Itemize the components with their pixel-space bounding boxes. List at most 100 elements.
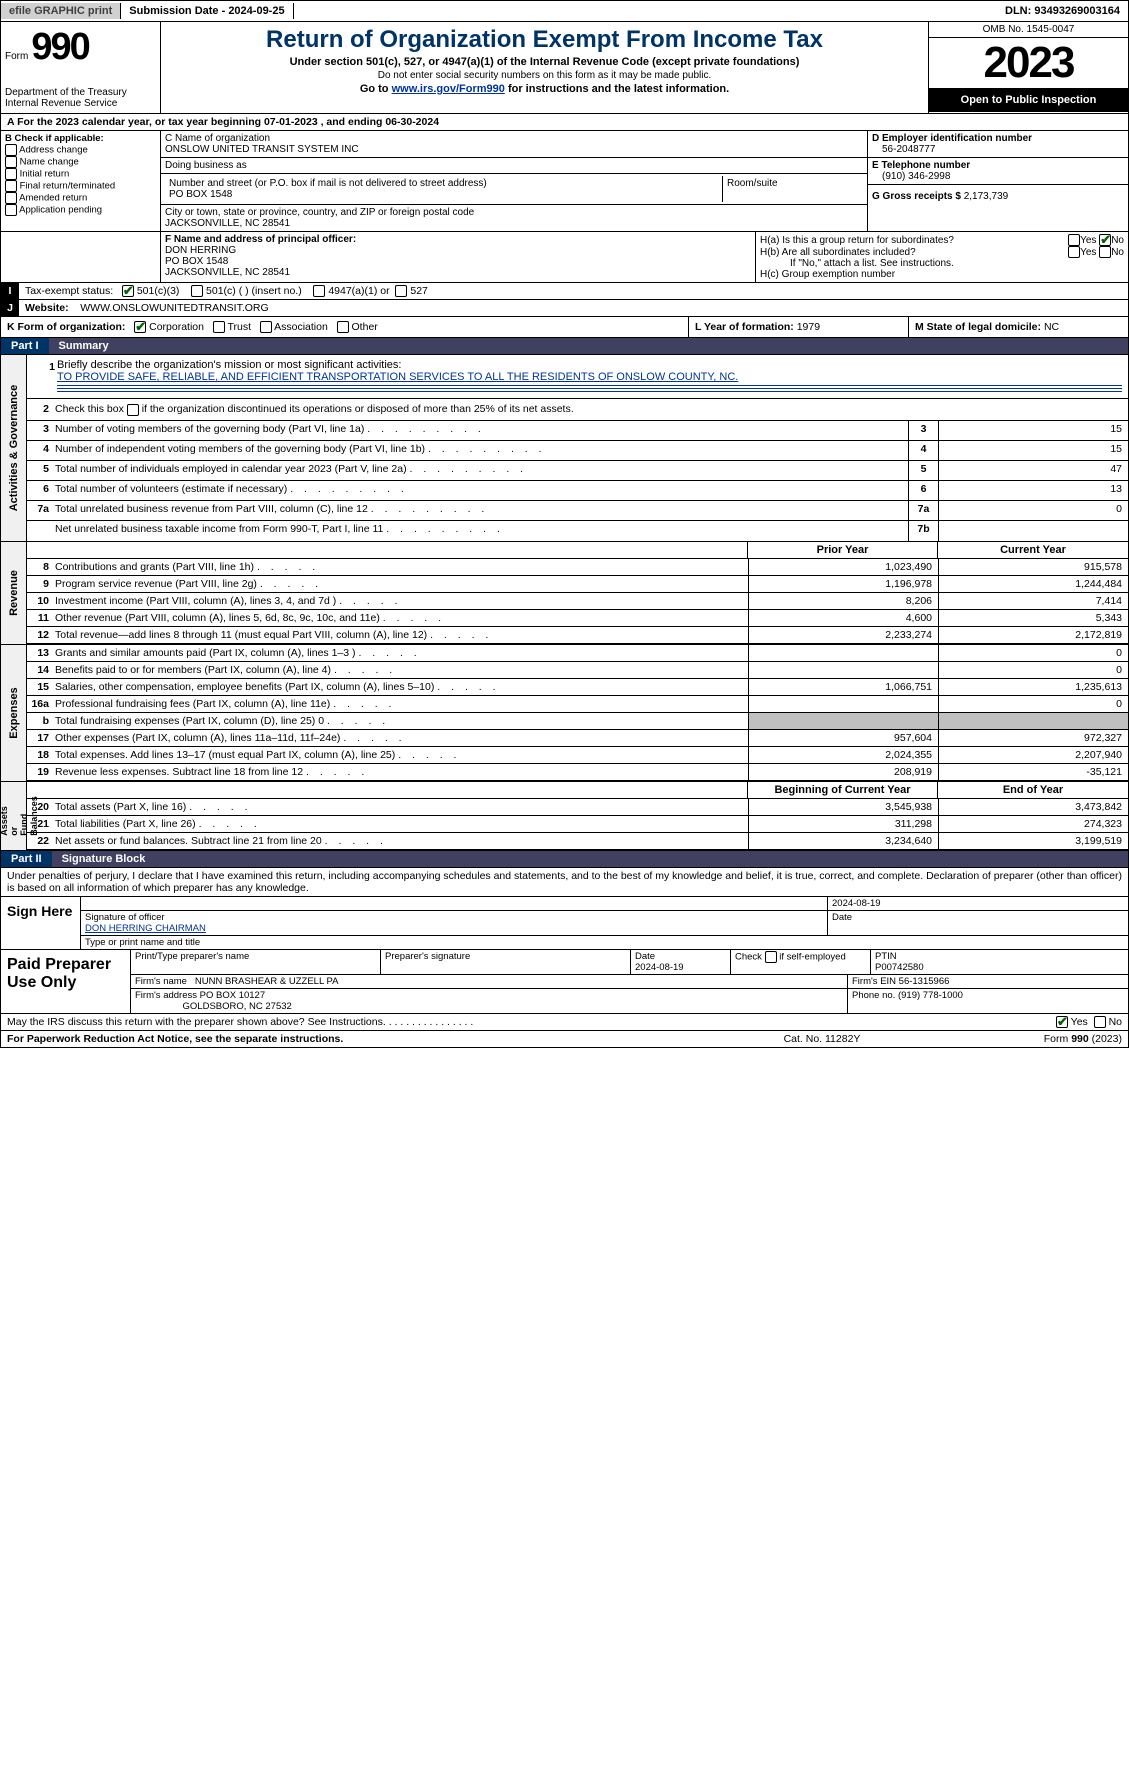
form-number: 990 (31, 26, 88, 68)
financial-line: bTotal fundraising expenses (Part IX, co… (27, 713, 1128, 730)
checkbox-final-return[interactable] (5, 180, 17, 192)
financial-line: 9Program service revenue (Part VIII, lin… (27, 576, 1128, 593)
omb-number: OMB No. 1545-0047 (929, 22, 1128, 38)
phone-label: E Telephone number (872, 160, 1124, 171)
m-value: NC (1044, 321, 1059, 333)
checkbox-initial-return[interactable] (5, 168, 17, 180)
opt-4947: 4947(a)(1) or (328, 285, 389, 297)
officer-group-block: F Name and address of principal officer:… (0, 232, 1129, 283)
col-current-year: Current Year (938, 542, 1128, 558)
l-label: L Year of formation: (695, 321, 794, 333)
checkbox-other[interactable] (337, 321, 349, 333)
checkbox-527[interactable] (395, 285, 407, 297)
top-bar: efile GRAPHIC print Submission Date - 20… (0, 0, 1129, 22)
k-label: K Form of organization: (7, 321, 125, 333)
checkbox-ha-no[interactable] (1099, 234, 1111, 246)
financial-line: 22Net assets or fund balances. Subtract … (27, 833, 1128, 850)
city-label: City or town, state or province, country… (165, 207, 863, 218)
col-prior-year: Prior Year (748, 542, 938, 558)
footer: For Paperwork Reduction Act Notice, see … (0, 1031, 1129, 1048)
opt-other: Other (352, 321, 378, 333)
opt-trust: Trust (227, 321, 251, 333)
checkbox-hb-no[interactable] (1099, 246, 1111, 258)
part1-title: Summary (49, 338, 1128, 354)
financial-line: 18Total expenses. Add lines 13–17 (must … (27, 747, 1128, 764)
checkbox-amended-return[interactable] (5, 192, 17, 204)
org-name: ONSLOW UNITED TRANSIT SYSTEM INC (165, 144, 863, 155)
checkbox-discontinued[interactable] (127, 404, 139, 416)
checkbox-ha-yes[interactable] (1068, 234, 1080, 246)
addr-label: Number and street (or P.O. box if mail i… (169, 178, 718, 189)
form-label: Form (5, 51, 28, 62)
firm-ein-value: 56-1315966 (899, 976, 950, 987)
checkbox-self-employed[interactable] (765, 951, 777, 963)
open-to-public: Open to Public Inspection (929, 88, 1128, 112)
block-b-header: B Check if applicable: (5, 133, 156, 144)
financial-line: 16aProfessional fundraising fees (Part I… (27, 696, 1128, 713)
addr-value: PO BOX 1548 (169, 189, 718, 200)
side-gov: Activities & Governance (8, 385, 20, 512)
efile-button[interactable]: efile GRAPHIC print (1, 3, 121, 19)
preparer-title: Paid Preparer Use Only (1, 950, 131, 1013)
checkbox-hb-yes[interactable] (1068, 246, 1080, 258)
header-subtitle-1: Under section 501(c), 527, or 4947(a)(1)… (165, 56, 924, 68)
opt-501c3: 501(c)(3) (137, 285, 180, 297)
form-title: Return of Organization Exempt From Incom… (165, 26, 924, 54)
part1-num: Part I (1, 338, 49, 354)
part2-num: Part II (1, 851, 52, 867)
part1-header: Part I Summary (0, 338, 1129, 355)
website-label: Website: (25, 302, 69, 314)
checkbox-501c3[interactable] (122, 285, 134, 297)
financial-line: 12Total revenue—add lines 8 through 11 (… (27, 627, 1128, 644)
city-value: JACKSONVILLE, NC 28541 (165, 218, 863, 229)
gov-line: 3Number of voting members of the governi… (27, 421, 1128, 441)
checkbox-association[interactable] (260, 321, 272, 333)
may-irs-row: May the IRS discuss this return with the… (0, 1014, 1129, 1031)
tax-exempt-label: Tax-exempt status: (25, 285, 113, 297)
checkbox-4947[interactable] (313, 285, 325, 297)
financial-line: 19Revenue less expenses. Subtract line 1… (27, 764, 1128, 781)
checkbox-may-yes[interactable] (1056, 1016, 1068, 1028)
gov-line: 4Number of independent voting members of… (27, 441, 1128, 461)
sign-here-label: Sign Here (1, 897, 81, 949)
part2-title: Signature Block (52, 851, 1128, 867)
room-label: Room/suite (727, 178, 859, 189)
financial-line: 8Contributions and grants (Part VIII, li… (27, 559, 1128, 576)
checkbox-name-change[interactable] (5, 156, 17, 168)
checkbox-trust[interactable] (213, 321, 225, 333)
financial-line: 17Other expenses (Part IX, column (A), l… (27, 730, 1128, 747)
form-header: Form 990 Department of the Treasury Inte… (0, 22, 1129, 114)
form-footer: Form 990 (2023) (922, 1033, 1122, 1045)
prep-date-label: Date (635, 951, 655, 962)
submission-date: Submission Date - 2024-09-25 (121, 3, 293, 19)
gov-line: 6Total number of volunteers (estimate if… (27, 481, 1128, 501)
checkbox-501c[interactable] (191, 285, 203, 297)
lbl-amended-return: Amended return (19, 193, 87, 204)
sig-officer-label: Signature of officer (85, 912, 823, 923)
financial-line: 11Other revenue (Part VIII, column (A), … (27, 610, 1128, 627)
checkbox-application-pending[interactable] (5, 204, 17, 216)
officer-addr1: PO BOX 1548 (165, 256, 751, 267)
org-name-label: C Name of organization (165, 133, 863, 144)
website-value: WWW.ONSLOWUNITEDTRANSIT.ORG (80, 302, 268, 314)
website-row: J Website: WWW.ONSLOWUNITEDTRANSIT.ORG (0, 300, 1129, 317)
firm-addr1: PO BOX 10127 (200, 990, 265, 1001)
checkbox-address-change[interactable] (5, 144, 17, 156)
dba-label: Doing business as (165, 160, 863, 171)
checkbox-may-no[interactable] (1094, 1016, 1106, 1028)
irs-link[interactable]: www.irs.gov/Form990 (392, 83, 505, 95)
checkbox-corporation[interactable] (134, 321, 146, 333)
opt-501c: 501(c) ( ) (insert no.) (206, 285, 302, 297)
prep-sig-label: Preparer's signature (381, 950, 631, 974)
dln: DLN: 93493269003164 (997, 3, 1128, 19)
goto-post: for instructions and the latest informat… (505, 83, 729, 95)
sign-date: 2024-08-19 (828, 897, 1128, 910)
firm-addr-label: Firm's address (135, 990, 197, 1001)
firm-ein-label: Firm's EIN (852, 976, 896, 987)
sign-block: Sign Here 2024-08-19 Signature of office… (0, 897, 1129, 950)
lbl-name-change: Name change (20, 157, 79, 168)
tax-year-line: A For the 2023 calendar year, or tax yea… (0, 114, 1129, 131)
identity-block: B Check if applicable: Address change Na… (0, 131, 1129, 232)
financial-line: 20Total assets (Part X, line 16) . . . .… (27, 799, 1128, 816)
opt-527: 527 (410, 285, 428, 297)
